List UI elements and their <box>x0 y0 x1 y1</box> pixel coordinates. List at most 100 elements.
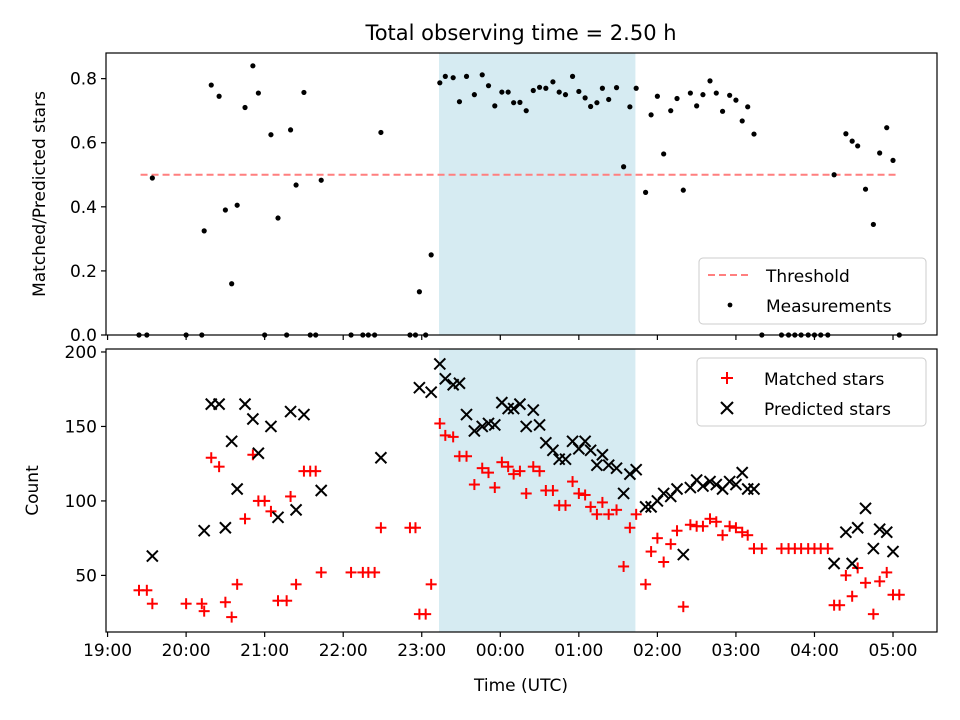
measurement-point <box>149 175 155 181</box>
matched-star-point <box>579 489 591 501</box>
matched-star-point <box>375 522 387 534</box>
x-tick-label: 22:00 <box>319 641 368 661</box>
measurement-point <box>599 85 606 91</box>
top-y-axis-ticks: 0.0 0.2 0.4 0.6 0.8 <box>70 70 106 346</box>
matched-star-point <box>141 584 153 596</box>
matched-star-point <box>671 525 683 537</box>
measurement-point <box>707 78 713 84</box>
predicted-star-point <box>238 397 252 411</box>
measurement-point <box>550 79 556 85</box>
matched-star-point <box>651 532 663 544</box>
legend-matched-swatch <box>721 372 733 384</box>
predicted-star-point <box>146 549 159 563</box>
measurement-point <box>674 95 680 102</box>
y-tick-label: 0.0 <box>70 326 97 346</box>
matched-star-point <box>198 605 210 617</box>
predicted-star-point <box>873 523 886 536</box>
measurement-point <box>543 85 549 91</box>
measurement-point <box>485 83 492 89</box>
legend-measurements-label: Measurements <box>766 297 892 317</box>
chart-title: Total observing time = 2.50 h <box>364 21 676 45</box>
x-tick-label: 23:00 <box>397 641 446 661</box>
legend-predicted-swatch <box>720 401 734 415</box>
predicted-star-point <box>289 503 303 517</box>
predicted-star-point <box>584 444 597 457</box>
predicted-star-point <box>710 478 723 491</box>
measurement-point <box>442 73 448 79</box>
matched-star-point <box>585 501 597 513</box>
predicted-star-point <box>453 377 466 390</box>
measurement-point <box>499 89 505 95</box>
measurement-point <box>293 182 299 188</box>
predicted-star-point <box>520 420 533 433</box>
predicted-star-point <box>501 402 515 415</box>
matched-star-point <box>534 465 546 477</box>
matched-star-point <box>196 598 208 610</box>
predicted-star-point <box>703 475 717 488</box>
matched-star-point <box>573 487 585 499</box>
predicted-star-point <box>374 451 388 464</box>
matched-star-point <box>630 508 642 520</box>
matched-star-point <box>483 467 495 479</box>
x-tick-label: 00:00 <box>476 641 525 661</box>
y-tick-label: 0.4 <box>70 198 97 218</box>
predicted-star-point <box>468 424 481 438</box>
predicted-star-point <box>677 548 690 561</box>
measurement-point <box>727 92 733 98</box>
matched-star-point <box>146 598 158 610</box>
predicted-star-point <box>851 521 864 534</box>
matched-star-point <box>596 496 608 508</box>
measurement-point <box>687 90 693 96</box>
matched-star-point <box>665 538 677 550</box>
measurement-point <box>680 187 686 193</box>
predicted-star-point <box>657 487 670 500</box>
measurement-point <box>378 129 384 136</box>
measurement-point <box>700 92 706 98</box>
predicted-star-point <box>527 403 540 417</box>
legend-predicted-label: Predicted stars <box>764 400 891 420</box>
predicted-star-point <box>197 524 211 537</box>
x-axis-label: Time (UTC) <box>473 676 568 696</box>
matched-star-point <box>259 495 271 507</box>
matched-star-point <box>684 519 696 531</box>
matched-star-point <box>345 566 357 578</box>
matched-star-point <box>420 608 432 620</box>
predicted-star-point <box>284 405 297 418</box>
predicted-star-point <box>252 447 265 460</box>
measurement-point <box>884 125 890 131</box>
measurement-point <box>268 132 274 138</box>
predicted-star-point <box>271 511 285 524</box>
predicted-star-point <box>670 482 684 496</box>
matched-star-point <box>591 508 603 520</box>
predicted-star-point <box>315 484 328 497</box>
measurement-point <box>745 104 751 110</box>
matched-star-point <box>439 429 451 441</box>
matched-star-point <box>496 456 508 468</box>
matched-star-point <box>618 560 630 572</box>
measurement-point <box>843 131 849 137</box>
predicted-star-point <box>433 357 447 371</box>
predicted-star-point <box>880 525 893 539</box>
predicted-star-point <box>590 458 604 472</box>
measurement-point <box>222 207 228 213</box>
matched-star-point <box>315 566 327 578</box>
matched-star-point <box>640 578 652 590</box>
predicted-star-point <box>723 475 736 488</box>
measurement-point <box>242 104 248 111</box>
predicted-star-point <box>839 525 853 539</box>
predicted-star-point <box>460 408 473 421</box>
measurement-point <box>530 87 536 94</box>
predicted-star-point <box>264 420 278 433</box>
predicted-stars-points <box>146 357 900 570</box>
measurement-point <box>613 85 620 91</box>
matched-star-point <box>369 566 381 578</box>
matched-star-point <box>724 520 736 532</box>
top-legend: Threshold Measurements <box>698 257 927 325</box>
y-tick-label: 100 <box>65 492 97 512</box>
matched-star-point <box>867 608 879 620</box>
predicted-star-point <box>439 372 452 385</box>
matched-star-point <box>881 566 893 578</box>
measurement-point <box>229 281 235 287</box>
predicted-star-point <box>736 466 749 479</box>
matched-star-point <box>409 522 421 534</box>
